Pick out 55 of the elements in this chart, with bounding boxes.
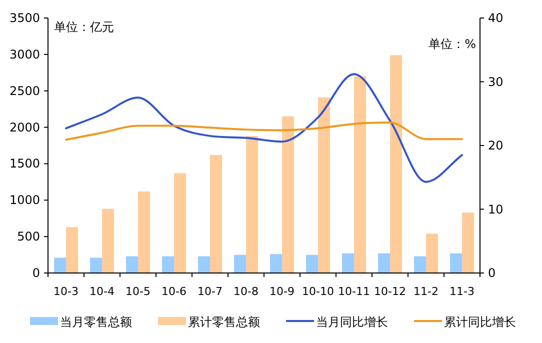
bar xyxy=(210,154,222,273)
bar xyxy=(126,256,138,273)
x-tick-label: 10-11 xyxy=(338,285,370,298)
y-tick-label: 3000 xyxy=(9,47,40,62)
bar xyxy=(138,191,150,273)
annotation: 单位：亿元 xyxy=(54,20,114,34)
y-tick-label: 2500 xyxy=(9,84,40,98)
legend-label: 累计零售总额 xyxy=(188,315,260,329)
bar xyxy=(198,256,210,273)
bar xyxy=(426,234,438,273)
legend-label: 当月零售总额 xyxy=(60,315,132,329)
y2-tick-label: 10 xyxy=(488,202,504,216)
x-tick-label: 10-5 xyxy=(126,285,150,298)
x-tick-label: 10-10 xyxy=(302,285,334,298)
bar xyxy=(234,254,246,273)
bar xyxy=(306,254,318,273)
y2-tick-label: 0 xyxy=(488,266,496,280)
legend-label: 当月同比增长 xyxy=(316,315,388,329)
bar xyxy=(354,76,366,273)
bar xyxy=(450,253,462,273)
bar xyxy=(378,253,390,273)
legend-label: 累计同比增长 xyxy=(444,315,516,329)
bar xyxy=(270,254,282,273)
y2-tick-label: 20 xyxy=(488,138,504,152)
x-tick-label: 10-12 xyxy=(374,285,406,298)
bar xyxy=(282,116,294,273)
annotation: 单位：% xyxy=(428,37,476,51)
x-tick-label: 10-6 xyxy=(162,285,186,298)
y-tick-label: 1500 xyxy=(9,156,40,171)
bar xyxy=(66,227,78,273)
y-tick-label: 2000 xyxy=(9,120,40,134)
x-tick-label: 11-2 xyxy=(414,285,438,298)
y-tick-label: 0 xyxy=(32,266,40,280)
bar xyxy=(390,55,402,273)
y-tick-label: 500 xyxy=(17,230,40,244)
bar xyxy=(102,208,114,273)
bar xyxy=(414,256,426,273)
x-tick-label: 10-9 xyxy=(270,285,294,298)
bar xyxy=(462,212,474,273)
bar xyxy=(54,258,66,273)
x-tick-label: 10-3 xyxy=(54,285,78,298)
x-tick-label: 10-4 xyxy=(90,285,114,298)
x-tick-label: 11-3 xyxy=(450,285,474,298)
bar xyxy=(90,258,102,273)
y-tick-label: 3500 xyxy=(9,11,40,25)
bar xyxy=(174,173,186,273)
y2-tick-label: 30 xyxy=(488,74,504,89)
x-tick-label: 10-8 xyxy=(234,285,258,298)
bar xyxy=(162,256,174,273)
bar xyxy=(342,253,354,273)
bar xyxy=(318,97,330,273)
bar xyxy=(246,136,258,273)
y-tick-label: 1000 xyxy=(9,193,40,208)
x-tick-label: 10-7 xyxy=(198,285,222,298)
y2-tick-label: 40 xyxy=(488,11,504,25)
